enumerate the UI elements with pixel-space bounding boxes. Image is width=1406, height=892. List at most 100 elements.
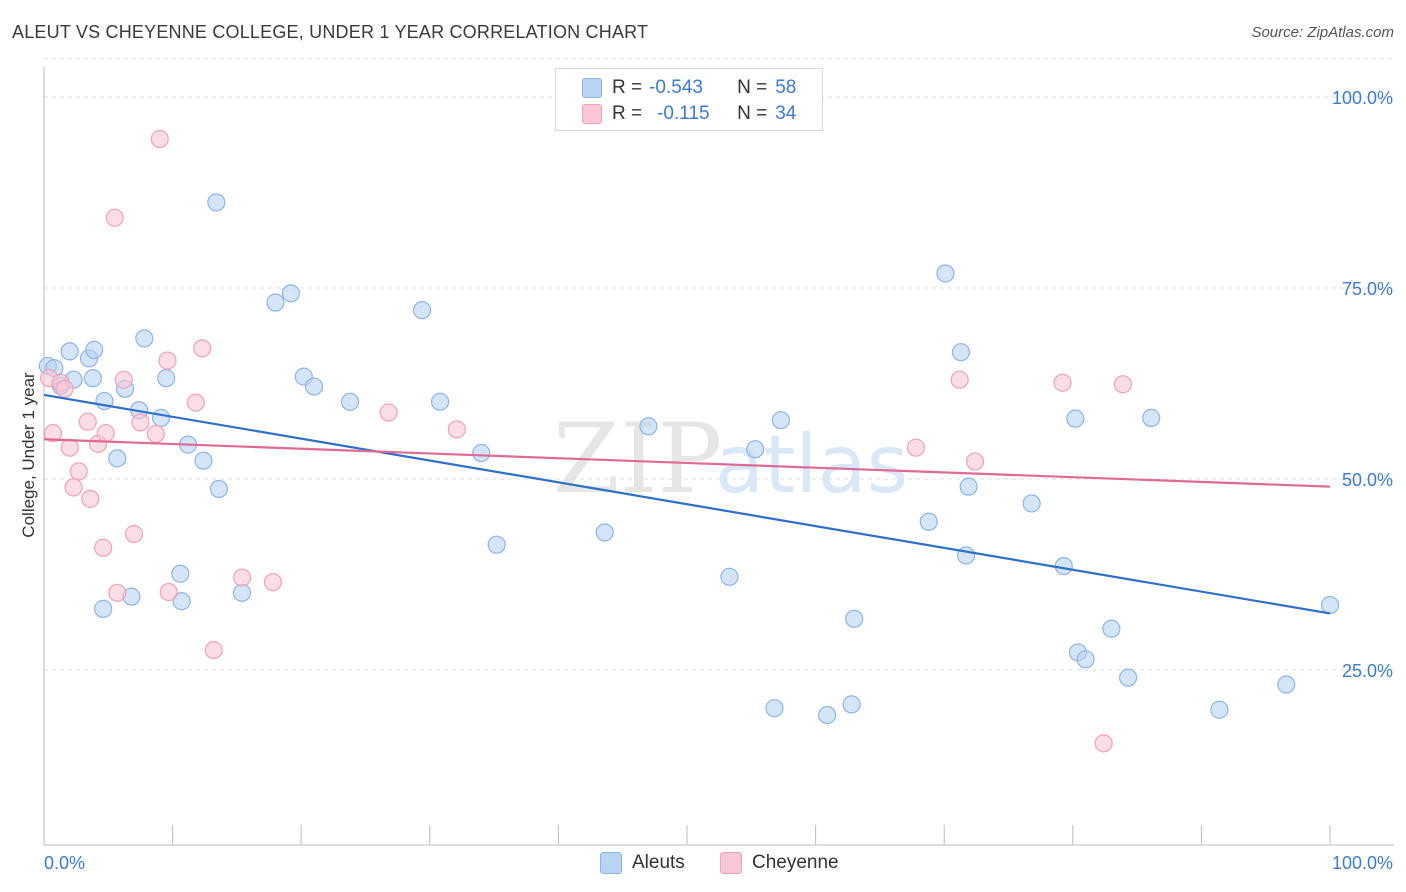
aleuts-point: [194, 451, 213, 470]
cheyenne-point: [263, 573, 283, 592]
aleuts-point: [281, 284, 301, 303]
legend-r-value: -0.115: [657, 103, 710, 124]
y-axis-label: College, Under 1 year: [19, 372, 38, 538]
cheyenne-point: [96, 424, 115, 443]
cheyenne-point: [69, 462, 88, 481]
aleuts-legend-swatch: [600, 852, 622, 874]
cheyenne-point: [965, 452, 985, 471]
cheyenne-point: [193, 339, 212, 358]
cheyenne-point: [204, 641, 223, 660]
cheyenne-point: [950, 370, 969, 389]
x-tick-label: 0.0%: [44, 853, 85, 873]
legend-item-cheyenne: Cheyenne: [720, 852, 839, 874]
stats-legend: R = -0.543 N = 58 R = -0.115 N = 34: [555, 68, 823, 131]
aleuts-point: [171, 564, 190, 583]
y-tick-label: 50.0%: [1342, 470, 1393, 490]
aleuts-swatch: [582, 78, 602, 98]
legend-n-value: 34: [775, 103, 797, 124]
y-tick-label: 100.0%: [1332, 88, 1393, 108]
cheyenne-point: [114, 370, 133, 389]
aleuts-point: [85, 340, 104, 359]
series-legend: Aleuts Cheyenne: [0, 852, 1406, 878]
legend-n-label: N =: [737, 77, 768, 98]
legend-n-value: 58: [775, 77, 797, 98]
aleuts-point: [207, 193, 226, 212]
aleuts-point: [765, 699, 784, 718]
aleuts-point: [232, 583, 252, 602]
tick-labels: 25.0% 50.0% 75.0% 100.0% 0.0% 100.0%: [44, 88, 1393, 873]
legend-row-cheyenne: R = -0.115 N = 34: [582, 102, 796, 126]
y-tick-label: 75.0%: [1342, 279, 1393, 299]
legend-item-aleuts: Aleuts: [600, 852, 685, 874]
cheyenne-point: [186, 393, 205, 412]
cheyenne-point: [158, 351, 177, 370]
legend-label-cheyenne: Cheyenne: [752, 852, 839, 873]
cheyenne-point: [108, 583, 127, 602]
cheyenne-trend-line: [43, 438, 1331, 488]
legend-r-label: R =: [612, 77, 643, 98]
aleuts-point: [639, 417, 658, 436]
cheyenne-point: [105, 208, 124, 227]
aleuts-point: [172, 592, 191, 611]
aleuts-point: [430, 392, 450, 411]
aleuts-point: [157, 369, 176, 388]
aleuts-point: [720, 567, 739, 586]
aleuts-point: [487, 535, 506, 554]
cheyenne-swatch: [582, 104, 602, 124]
cheyenne-point: [94, 538, 113, 557]
aleuts-point: [956, 546, 976, 565]
aleuts-point: [151, 408, 171, 427]
cheyenne-point: [447, 420, 466, 439]
aleuts-point: [60, 342, 79, 361]
aleuts-point: [1022, 494, 1041, 513]
aleuts-point: [845, 609, 864, 628]
cheyenne-point: [64, 478, 83, 497]
aleuts-point: [340, 392, 360, 411]
aleuts-point: [94, 599, 113, 618]
cheyenne-point: [150, 129, 169, 149]
aleuts-point: [135, 329, 154, 348]
cheyenne-point: [124, 524, 144, 544]
aleuts-point: [1118, 668, 1138, 687]
cheyenne-point: [906, 438, 926, 457]
aleuts-point: [951, 343, 971, 362]
aleuts-point: [1142, 408, 1161, 427]
legend-row-aleuts: R = -0.543 N = 58: [582, 76, 796, 100]
aleuts-point: [746, 440, 765, 459]
cheyenne-point: [78, 412, 97, 431]
aleuts-point: [1102, 619, 1121, 638]
aleuts-point: [1320, 595, 1340, 615]
aleuts-point: [771, 411, 790, 430]
aleuts-point: [1066, 409, 1085, 428]
trend-lines: [43, 393, 1331, 615]
chart-title: ALEUT VS CHEYENNE COLLEGE, UNDER 1 YEAR …: [12, 22, 649, 42]
aleuts-point: [83, 369, 102, 388]
aleuts-point: [1054, 556, 1073, 576]
cheyenne-legend-swatch: [720, 852, 742, 874]
aleuts-point: [472, 443, 491, 463]
aleuts-point: [412, 301, 432, 320]
cheyenne-point: [379, 403, 398, 422]
source-credit: Source: ZipAtlas.com: [1251, 24, 1394, 41]
aleuts-point: [919, 512, 938, 531]
aleuts-point: [209, 479, 228, 499]
legend-label-aleuts: Aleuts: [632, 852, 685, 873]
cheyenne-point: [159, 582, 178, 602]
aleuts-point: [595, 523, 614, 542]
cheyenne-point: [1053, 373, 1072, 392]
aleuts-point: [818, 705, 837, 725]
x-tick-label: 100.0%: [1332, 853, 1393, 873]
aleuts-point: [936, 264, 955, 283]
aleuts-point: [266, 293, 285, 312]
aleuts-point: [1277, 675, 1296, 694]
aleuts-point: [1210, 700, 1229, 719]
axes: [43, 67, 1394, 846]
cheyenne-point: [81, 489, 100, 508]
aleuts-point: [304, 377, 324, 396]
cheyenne-point: [1113, 375, 1133, 394]
cheyenne-point: [232, 568, 252, 587]
y-tick-label: 25.0%: [1342, 661, 1393, 681]
cheyenne-point: [55, 379, 74, 398]
cheyenne-point: [1094, 734, 1113, 753]
